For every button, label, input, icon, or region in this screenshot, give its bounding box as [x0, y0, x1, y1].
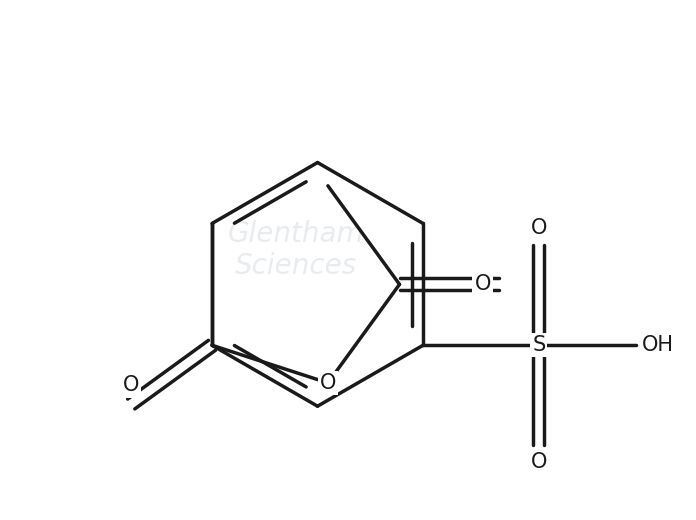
Text: O: O	[530, 218, 547, 238]
Text: O: O	[475, 275, 491, 294]
Text: O: O	[530, 452, 547, 473]
Text: OH: OH	[642, 335, 674, 355]
Text: Glentham
Sciences: Glentham Sciences	[228, 219, 365, 280]
Text: O: O	[319, 373, 336, 393]
Text: S: S	[532, 335, 546, 355]
Text: O: O	[123, 375, 139, 396]
